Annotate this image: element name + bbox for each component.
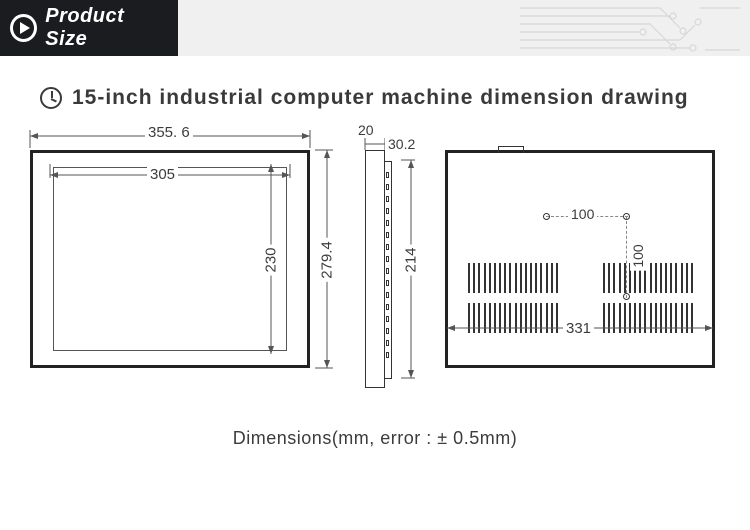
- side-bump: [384, 161, 392, 379]
- dim-front-inner-w: 305: [147, 166, 178, 183]
- rear-connector: [498, 146, 524, 153]
- dim-side-height: 214: [403, 244, 420, 275]
- dim-front-outer-w: 355. 6: [145, 124, 193, 141]
- dim-side-depth: 20: [355, 122, 377, 138]
- header-bar: Product Size: [0, 0, 750, 56]
- vent-grid: [603, 263, 693, 293]
- dim-rear-mount-h: 100: [630, 241, 646, 270]
- vent-grid: [468, 263, 558, 293]
- dim-side-bump: 30.2: [385, 136, 418, 152]
- mount-span-line: [626, 216, 627, 298]
- front-screen: [53, 167, 287, 351]
- footer-note: Dimensions(mm, error : ± 0.5mm): [0, 428, 750, 449]
- header-title: Product Size: [45, 5, 168, 51]
- play-icon: [10, 14, 37, 42]
- dim-line: [363, 138, 387, 152]
- header-badge: Product Size: [0, 0, 178, 56]
- pcb-trace-icon: [520, 0, 740, 56]
- dim-rear-width: 331: [563, 320, 594, 337]
- clock-icon: [40, 87, 62, 109]
- dimension-drawing: 355. 6 305 230 279.4 (function(){ /* pla…: [15, 120, 735, 420]
- dim-rear-mount-w: 100: [568, 206, 597, 222]
- section-title: 15-inch industrial computer machine dime…: [72, 86, 689, 110]
- dim-front-outer-h: 279.4: [319, 238, 336, 282]
- section-title-row: 15-inch industrial computer machine dime…: [0, 56, 750, 120]
- dim-front-inner-h: 230: [263, 244, 280, 275]
- side-view: [365, 150, 385, 388]
